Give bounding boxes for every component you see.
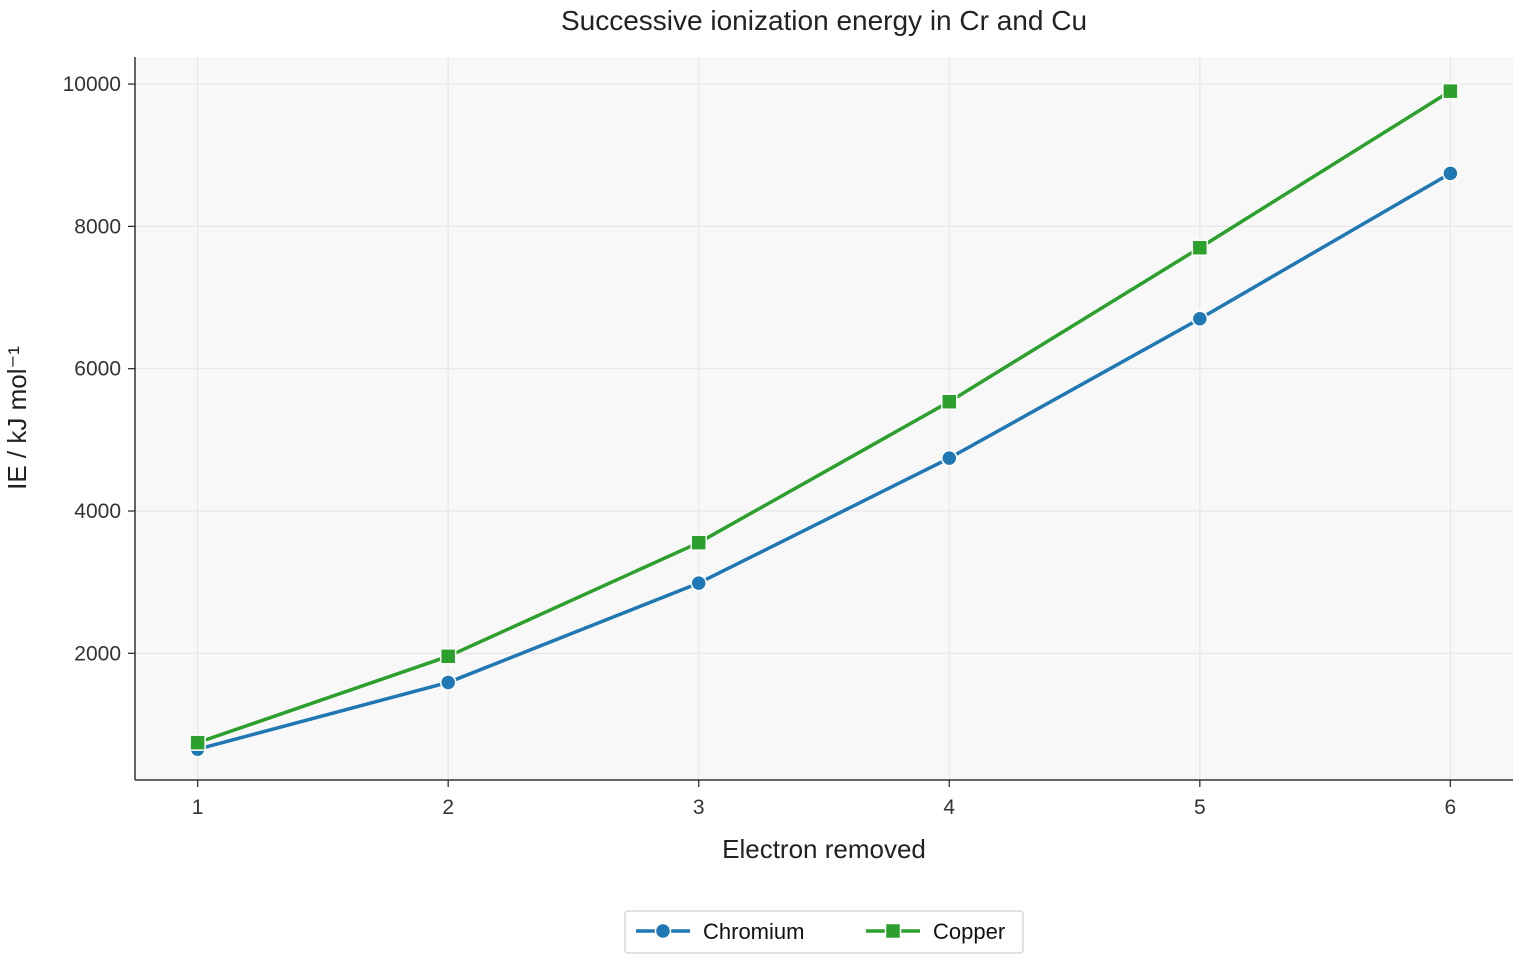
data-point-chromium xyxy=(439,674,457,691)
y-tick-label: 10000 xyxy=(63,73,121,96)
legend-box xyxy=(624,910,1024,954)
x-tick-label: 6 xyxy=(1445,796,1457,819)
legend: Chromium Copper xyxy=(624,910,1024,954)
legend-items: Chromium Copper xyxy=(636,919,1005,944)
legend-item-copper: Copper xyxy=(866,919,1005,944)
x-tick-label: 1 xyxy=(192,796,204,819)
x-tick-label: 3 xyxy=(693,796,705,819)
data-point-copper xyxy=(439,648,457,665)
x-axis-ticks: 1 2 3 4 5 6 xyxy=(192,780,1456,819)
series-copper xyxy=(189,82,1459,751)
series-chromium xyxy=(189,165,1459,758)
series-line-copper xyxy=(195,89,1453,745)
y-tick-label: 4000 xyxy=(74,500,121,523)
data-point-copper xyxy=(1442,82,1459,100)
data-point-copper xyxy=(690,534,707,551)
legend-swatch-marker xyxy=(654,922,672,940)
data-point-chromium xyxy=(1442,165,1459,182)
legend-swatch-marker xyxy=(884,922,902,940)
y-tick-label: 2000 xyxy=(74,642,121,665)
data-point-copper xyxy=(1191,239,1209,256)
y-axis-label: IE / kJ mol⁻¹ xyxy=(2,346,32,490)
plot-area xyxy=(135,57,1513,780)
x-axis-label: Electron removed xyxy=(722,834,926,864)
data-point-chromium xyxy=(1191,310,1209,327)
data-point-chromium xyxy=(941,449,958,467)
series-line-chromium xyxy=(195,171,1453,751)
x-tick-label: 2 xyxy=(442,796,454,819)
y-tick-label: 6000 xyxy=(74,358,121,381)
legend-label: Chromium xyxy=(703,919,804,944)
chart-title: Successive ionization energy in Cr and C… xyxy=(561,5,1087,36)
x-tick-label: 5 xyxy=(1194,796,1206,819)
x-tick-label: 4 xyxy=(943,796,955,819)
legend-label: Copper xyxy=(933,919,1005,944)
y-tick-label: 8000 xyxy=(74,215,121,238)
data-point-copper xyxy=(189,734,206,751)
series-layer xyxy=(189,82,1459,758)
data-point-copper xyxy=(941,393,958,410)
legend-item-chromium: Chromium xyxy=(636,919,804,944)
y-axis-ticks: 2000 4000 6000 8000 10000 xyxy=(63,73,135,665)
data-point-chromium xyxy=(690,574,707,592)
